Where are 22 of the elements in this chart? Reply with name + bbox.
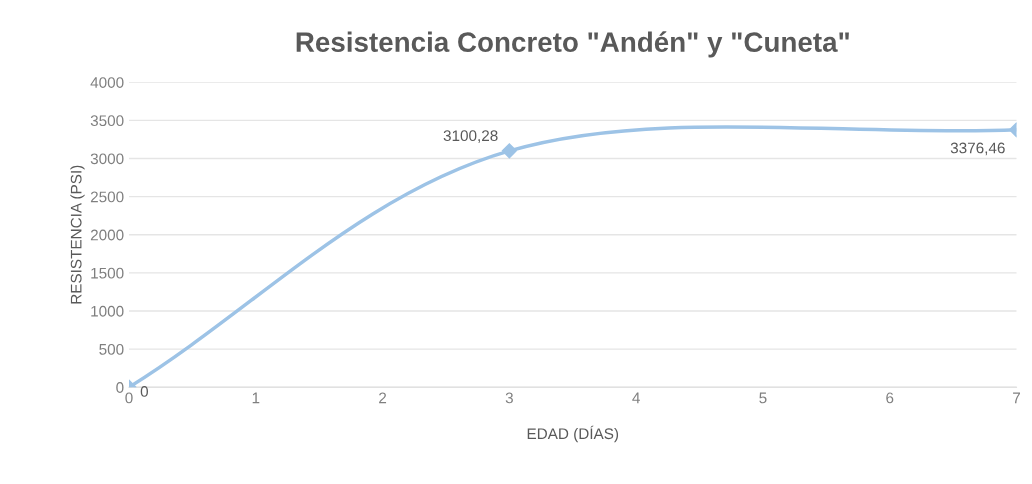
- y-tick-label: 500: [99, 343, 124, 355]
- x-tick-label: 5: [759, 392, 767, 404]
- y-tick-label: 0: [116, 382, 124, 393]
- data-label: 3100,28: [443, 130, 498, 143]
- y-tick-label: 2500: [90, 191, 124, 203]
- x-tick-label: 4: [632, 392, 640, 404]
- x-tick-label: 1: [252, 392, 260, 404]
- data-label: 3376,46: [950, 142, 1005, 156]
- x-tick-label: 6: [886, 392, 894, 404]
- x-tick-label: 2: [379, 392, 387, 404]
- y-tick-label: 2000: [90, 229, 124, 241]
- x-tick-label: 0: [125, 392, 133, 404]
- y-tick-label: 1000: [91, 305, 124, 317]
- y-tick-label: 4000: [90, 77, 124, 88]
- y-axis-title: RESISTENCIA (PSI): [70, 165, 85, 304]
- chart-title: Resistencia Concreto "Andén" y "Cuneta": [296, 31, 849, 58]
- x-tick-label: 3: [505, 392, 513, 404]
- x-tick-label: 7: [1013, 392, 1020, 404]
- y-tick-label: 3500: [90, 115, 124, 127]
- y-tick-label: 1500: [91, 267, 124, 279]
- x-axis-title: EDAD (DÍAS): [527, 425, 619, 443]
- y-tick-label: 3000: [90, 153, 124, 165]
